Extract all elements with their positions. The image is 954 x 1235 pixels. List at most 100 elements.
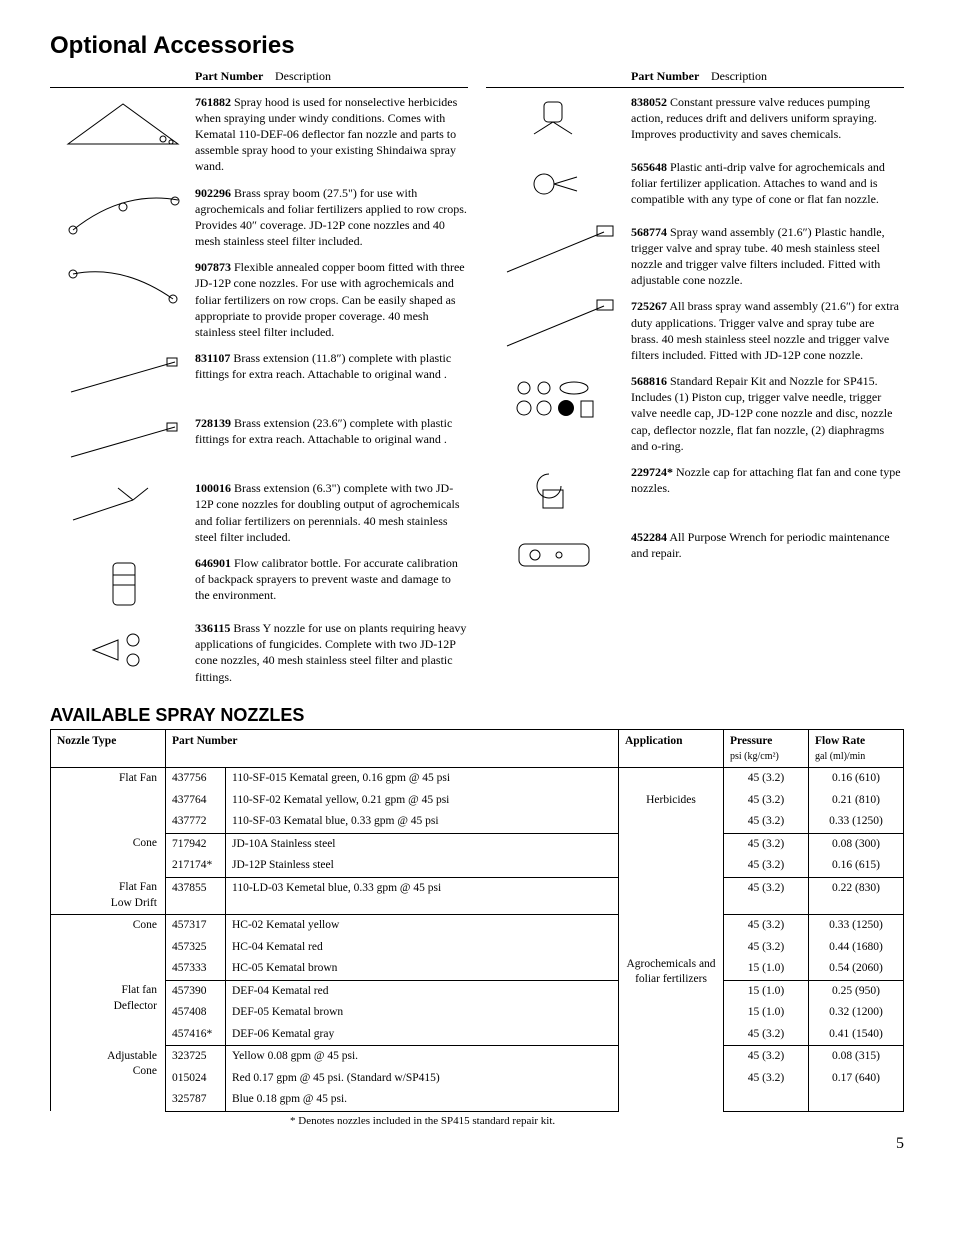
nozzle-pn: 457416* (166, 1024, 226, 1046)
accessory-text: 565648 Plastic anti-drip valve for agroc… (631, 159, 904, 208)
accessory-text: 336115 Brass Y nozzle for use on plants … (195, 620, 468, 685)
nozzle-type-cell: Flat Fan (51, 768, 166, 834)
nozzle-flow: 0.22 (830) (809, 877, 904, 915)
accessory-illustration (50, 415, 195, 470)
nozzle-desc: HC-02 Kematal yellow (226, 915, 619, 937)
nozzle-type-label: Flat Fan Low Drift (111, 881, 157, 909)
accessory-description: Spray hood is used for nonselective herb… (195, 95, 457, 174)
page-title: Optional Accessories (50, 30, 904, 62)
accessory-row: 838052 Constant pressure valve reduces p… (486, 94, 904, 149)
nozzle-pressure: 45 (3.2) (724, 1046, 809, 1068)
accessory-description: Flexible annealed copper boom fitted wit… (195, 260, 465, 339)
nozzle-desc: Yellow 0.08 gpm @ 45 psi. (226, 1046, 619, 1068)
accessory-text: 646901 Flow calibrator bottle. For accur… (195, 555, 468, 604)
nozzle-pn: 437772 (166, 811, 226, 833)
nozzle-pressure: 15 (1.0) (724, 1002, 809, 1024)
nozzle-flow: 0.44 (1680) (809, 937, 904, 959)
accessory-text: 728139 Brass extension (23.6″) complete … (195, 415, 468, 447)
accessory-text: 100016 Brass extension (6.3") complete w… (195, 480, 468, 545)
accessory-illustration (486, 464, 631, 519)
nozzle-row: 457325HC-04 Kematal red45 (3.2)0.44 (168… (51, 937, 904, 959)
nozzle-type-cell: Flat fan Deflector (51, 980, 166, 1046)
nozzle-pressure: 45 (3.2) (724, 855, 809, 877)
header-partnumber: Part Number (195, 68, 275, 84)
nozzle-row: 457416*DEF-06 Kematal gray45 (3.2)0.41 (… (51, 1024, 904, 1046)
nozzle-flow: 0.08 (315) (809, 1046, 904, 1068)
accessory-row: 229724* Nozzle cap for attaching flat fa… (486, 464, 904, 519)
nozzle-pressure: 45 (3.2) (724, 877, 809, 915)
nozzle-flow (809, 1089, 904, 1111)
nozzle-desc: JD-10A Stainless steel (226, 833, 619, 855)
nozzle-desc: 110-SF-02 Kematal yellow, 0.21 gpm @ 45 … (226, 790, 619, 812)
nozzle-pn: 015024 (166, 1068, 226, 1090)
accessory-illustration (486, 94, 631, 149)
accessory-row: 728139 Brass extension (23.6″) complete … (50, 415, 468, 470)
accessory-text: 838052 Constant pressure valve reduces p… (631, 94, 904, 143)
nozzle-pressure (724, 1089, 809, 1111)
nozzle-flow: 0.54 (2060) (809, 958, 904, 980)
nozzle-pressure: 15 (1.0) (724, 980, 809, 1002)
nozzle-pn: 457325 (166, 937, 226, 959)
nozzle-pn: 717942 (166, 833, 226, 855)
accessory-text: 452284 All Purpose Wrench for periodic m… (631, 529, 904, 561)
right-header: Part Number Description (486, 68, 904, 87)
nozzle-row: Flat fan Deflector457390DEF-04 Kematal r… (51, 980, 904, 1002)
nozzle-row: 457408DEF-05 Kematal brown15 (1.0)0.32 (… (51, 1002, 904, 1024)
accessory-text: 568774 Spray wand assembly (21.6″) Plast… (631, 224, 904, 289)
nozzle-type-cell: Adjustable Cone (51, 1046, 166, 1112)
nozzle-pressure: 45 (3.2) (724, 768, 809, 790)
accessory-part-number: 725267 (631, 299, 667, 313)
nozzle-type-label: Cone (133, 919, 157, 931)
nozzle-desc: Red 0.17 gpm @ 45 psi. (Standard w/SP415… (226, 1068, 619, 1090)
nozzle-desc: DEF-05 Kematal brown (226, 1002, 619, 1024)
nozzle-pn: 437764 (166, 790, 226, 812)
nozzle-flow: 0.17 (640) (809, 1068, 904, 1090)
nozzle-row: Cone457317HC-02 Kematal yellow45 (3.2)0.… (51, 915, 904, 937)
accessories-columns: Part Number Description 761882 Spray hoo… (50, 68, 904, 694)
nozzle-desc: HC-04 Kematal red (226, 937, 619, 959)
accessory-illustration (50, 480, 195, 535)
page-number: 5 (50, 1133, 904, 1155)
nozzle-type-label: Cone (133, 837, 157, 849)
nozzle-pn: 457317 (166, 915, 226, 937)
accessory-row: 907873 Flexible annealed copper boom fit… (50, 259, 468, 340)
nozzle-application: Herbicides (619, 768, 724, 834)
header-description: Description (711, 68, 904, 84)
accessories-left-column: Part Number Description 761882 Spray hoo… (50, 68, 468, 694)
left-header: Part Number Description (50, 68, 468, 87)
accessory-row: 646901 Flow calibrator bottle. For accur… (50, 555, 468, 610)
nozzle-pressure: 45 (3.2) (724, 811, 809, 833)
nozzle-pn: 325787 (166, 1089, 226, 1111)
accessory-illustration (486, 298, 631, 353)
th-nozzle-type: Nozzle Type (51, 730, 166, 768)
accessory-text: 902296 Brass spray boom (27.5") for use … (195, 185, 468, 250)
accessory-description: Spray wand assembly (21.6″) Plastic hand… (631, 225, 885, 288)
accessory-part-number: 761882 (195, 95, 231, 109)
nozzle-pn: 323725 (166, 1046, 226, 1068)
accessory-description: Brass spray boom (27.5") for use with ag… (195, 186, 467, 249)
nozzle-row: 325787Blue 0.18 gpm @ 45 psi. (51, 1089, 904, 1111)
nozzle-type-label: Flat fan Deflector (114, 984, 157, 1012)
nozzle-row: Flat Fan Low Drift437855110-LD-03 Kemeta… (51, 877, 904, 915)
th-part-number: Part Number (166, 730, 619, 768)
nozzle-row: 217174*JD-12P Stainless steel45 (3.2)0.1… (51, 855, 904, 877)
accessory-row: 725267 All brass spray wand assembly (21… (486, 298, 904, 363)
accessory-part-number: 568774 (631, 225, 667, 239)
nozzle-desc: DEF-06 Kematal gray (226, 1024, 619, 1046)
accessory-row: 902296 Brass spray boom (27.5") for use … (50, 185, 468, 250)
accessory-text: 831107 Brass extension (11.8″) complete … (195, 350, 468, 382)
accessory-description: Brass extension (11.8″) complete with pl… (195, 351, 451, 381)
accessory-illustration (50, 350, 195, 405)
nozzle-row: Cone717942JD-10A Stainless steelAgrochem… (51, 833, 904, 855)
accessory-row: 568816 Standard Repair Kit and Nozzle fo… (486, 373, 904, 454)
nozzle-desc: 110-SF-015 Kematal green, 0.16 gpm @ 45 … (226, 768, 619, 790)
accessory-text: 725267 All brass spray wand assembly (21… (631, 298, 904, 363)
accessory-illustration (50, 620, 195, 675)
accessory-part-number: 565648 (631, 160, 667, 174)
accessory-part-number: 568816 (631, 374, 667, 388)
accessory-illustration (486, 159, 631, 214)
nozzle-section-title: Available Spray Nozzles (50, 703, 904, 727)
nozzle-type-label: Adjustable Cone (107, 1050, 157, 1078)
nozzle-row: 437764110-SF-02 Kematal yellow, 0.21 gpm… (51, 790, 904, 812)
accessory-row: 568774 Spray wand assembly (21.6″) Plast… (486, 224, 904, 289)
